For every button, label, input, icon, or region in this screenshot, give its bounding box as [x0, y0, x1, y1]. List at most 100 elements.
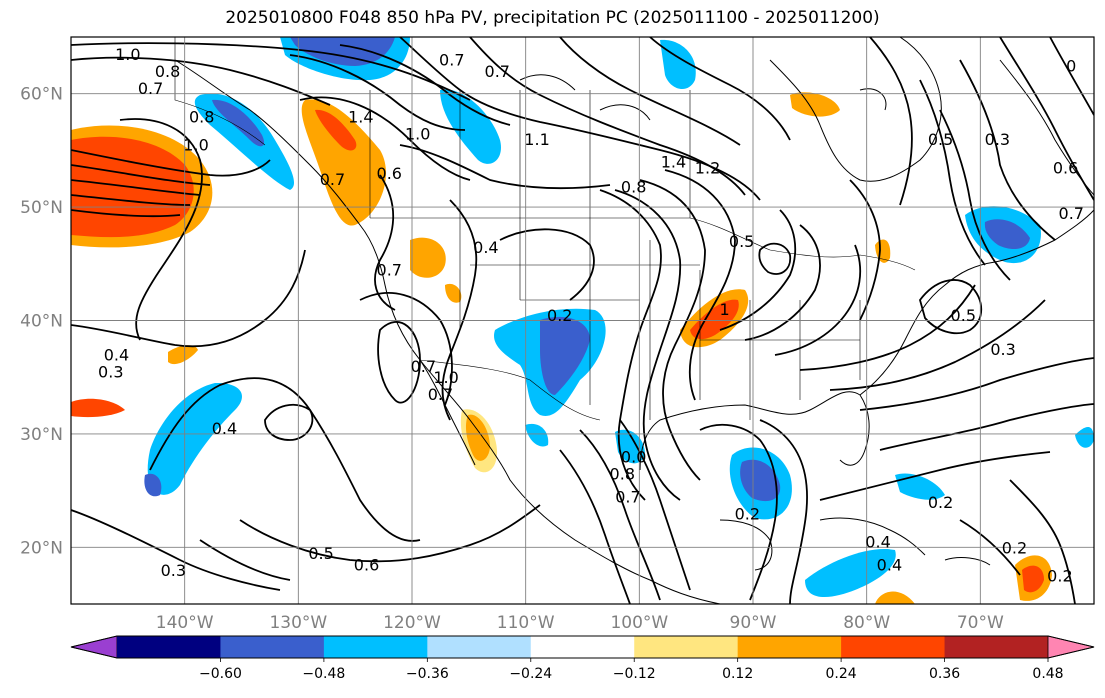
lon-tick-label: 100°W — [610, 613, 668, 633]
pv-contour — [719, 209, 797, 331]
colorbar-tick-label: −0.12 — [613, 666, 656, 682]
precip-blob-east-pacific-core — [144, 473, 162, 497]
contour-label: 0.4 — [473, 238, 498, 257]
contour-label: 0.8 — [610, 465, 635, 484]
contour-label: 0.3 — [990, 340, 1015, 359]
precip-blob-venezuela-coast — [875, 591, 915, 604]
pv-contour — [377, 321, 421, 404]
pv-contour — [399, 144, 611, 190]
pv-contour — [559, 37, 741, 146]
contour-label: 0.4 — [104, 346, 129, 365]
pv-contour — [71, 164, 211, 186]
map-title: 2025010800 F048 850 hPa PV, precipitatio… — [225, 8, 880, 28]
pv-contour — [71, 509, 281, 591]
pv-contour — [619, 419, 691, 591]
precip-blob-greater-antilles-core — [1022, 565, 1044, 593]
pv-contour — [559, 449, 631, 604]
contour-label: 0.7 — [615, 487, 640, 506]
contour-label: 0.8 — [189, 107, 214, 126]
contour-label: 0.7 — [428, 385, 453, 404]
precip-blob-baja-core — [465, 414, 490, 461]
precip-blob-idaho — [445, 283, 462, 303]
contour-label: 0.0 — [621, 448, 646, 467]
contour-label: 0.3 — [985, 130, 1010, 149]
contour-label: 1.0 — [405, 124, 430, 143]
pv-contour — [849, 179, 881, 321]
pv-contour — [299, 96, 471, 181]
colorbar-extend-high — [1047, 635, 1095, 659]
pv-contour — [699, 423, 778, 601]
contour-label: 0.7 — [439, 51, 464, 70]
pv-contour — [199, 539, 291, 581]
contour-label: 1.1 — [524, 130, 549, 149]
lon-tick-label: 70°W — [957, 613, 1004, 633]
contour-label: 0 — [1066, 56, 1076, 75]
contour-label: 0.8 — [155, 62, 180, 81]
colorbar-segment — [530, 636, 635, 658]
precip-blob-atlantic-east — [1075, 426, 1094, 448]
pv-contour — [919, 279, 983, 335]
border-alaska — [174, 37, 266, 146]
precip-blob-bc-coast-core — [315, 109, 357, 151]
political-borders — [174, 37, 916, 421]
colorbar-segment — [944, 636, 1049, 658]
pv-contour — [71, 249, 306, 348]
precip-blob-oregon — [410, 237, 446, 278]
contour-label: 1 — [719, 300, 729, 319]
colorbar-extend-low — [70, 635, 118, 659]
lon-tick-label: 130°W — [269, 613, 327, 633]
precip-blob-midwest-core — [690, 299, 739, 340]
contour-label: 1.0 — [183, 136, 208, 155]
contour-label: 0.5 — [951, 306, 976, 325]
precip-blob-pacific-west-small — [71, 398, 125, 418]
precip-blob-pacific-small — [168, 345, 198, 365]
contour-label: 0.2 — [928, 493, 953, 512]
contour-label: 1.0 — [433, 368, 458, 387]
pv-contour — [71, 179, 201, 196]
contour-label: 0.4 — [877, 555, 902, 574]
contour-label: 0.7 — [1059, 204, 1084, 223]
pv-contour — [71, 42, 471, 101]
pv-contour — [1009, 479, 1076, 604]
contour-label: 1.4 — [348, 107, 373, 126]
pv-contour — [71, 149, 271, 177]
contour-label: 1.4 — [661, 153, 686, 172]
pv-contour — [374, 174, 396, 311]
contour-label: 0.2 — [1047, 567, 1072, 586]
pv-contour — [119, 118, 203, 341]
contour-label: 0.4 — [212, 419, 237, 438]
colorbar: −0.60 −0.48 −0.36 −0.24 −0.12 0.12 0.24 0.36 0.4… — [70, 635, 1095, 682]
pv-contour — [579, 429, 661, 601]
contour-label: 0.2 — [1002, 538, 1027, 557]
contour-label: 0.6 — [1053, 158, 1078, 177]
colorbar-segment — [323, 636, 428, 658]
contour-label: 0.5 — [308, 544, 333, 563]
precip-blob-yukon-core — [290, 37, 395, 66]
precip-blob-east-pacific — [147, 382, 243, 495]
contour-label: 0.7 — [138, 79, 163, 98]
contour-label: 0.6 — [377, 164, 402, 183]
contour-label: 0.5 — [928, 130, 953, 149]
contour-label: 1.2 — [695, 158, 720, 177]
pv-contour — [758, 242, 792, 275]
pv-contours — [71, 37, 1094, 604]
pv-contour — [71, 209, 181, 218]
border-us-canada — [370, 217, 916, 271]
colorbar-segment — [737, 636, 842, 658]
colorbar-segment — [634, 636, 739, 658]
pv-contour — [744, 224, 821, 341]
pv-contour — [599, 189, 662, 501]
lon-tick-label: 140°W — [156, 613, 214, 633]
colorbar-outline — [70, 635, 1095, 659]
pv-contour — [649, 37, 791, 141]
pv-contour — [339, 44, 511, 126]
longitude-labels: 140°W 130°W 120°W 110°W 100°W 90°W 80°W 70°W — [156, 613, 1004, 633]
colorbar-tick-label: 0.24 — [826, 666, 857, 682]
precip-blob-mexico-east — [615, 429, 645, 464]
pv-contour — [614, 189, 682, 501]
state-lines — [459, 218, 861, 420]
pv-contour — [819, 451, 1051, 501]
lon-tick-label: 110°W — [497, 613, 555, 633]
pv-contour — [71, 56, 331, 106]
map-border — [70, 36, 1095, 605]
